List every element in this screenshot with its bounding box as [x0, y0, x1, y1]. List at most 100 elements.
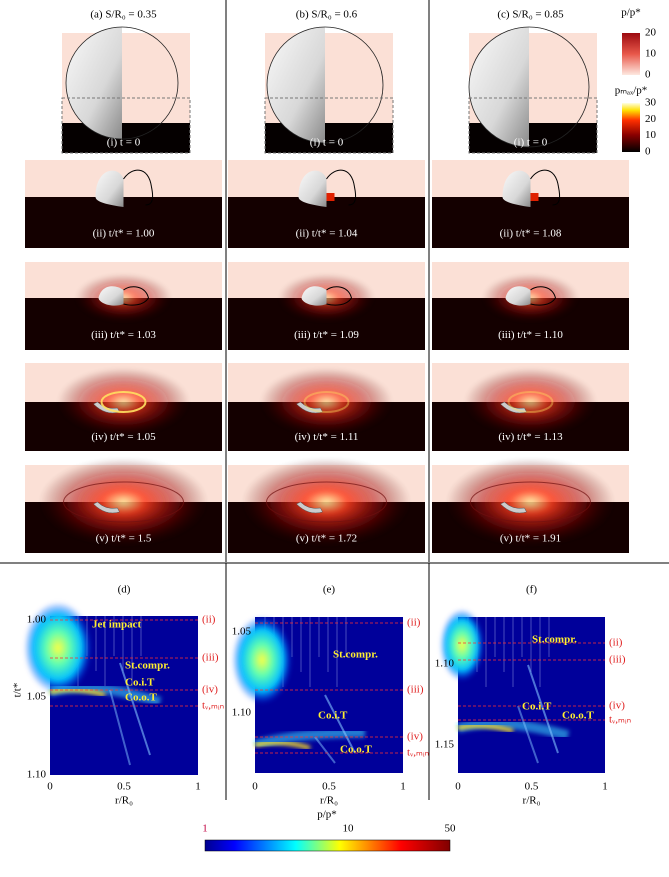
pressure-wave: [470, 481, 591, 523]
bubble-fragment: [93, 501, 120, 514]
frame-label: (ii) t/t* = 1.04: [296, 227, 358, 239]
heatmap-ridge: [324, 694, 356, 754]
bubble-outline: [266, 26, 384, 144]
bubble: [469, 27, 529, 147]
time-marker-label: (ii): [202, 614, 216, 626]
heatmap-blob: [440, 609, 484, 681]
frame-label: (v) t/t* = 1.5: [96, 532, 152, 544]
pressure-wave: [266, 481, 387, 523]
bubble-outline: [468, 26, 590, 148]
annotation: Jet impact: [92, 619, 142, 631]
x-axis-label: r/R₀: [523, 795, 541, 807]
heatmap-blob: [24, 602, 92, 694]
heatmap-blob: [232, 616, 292, 704]
heatmap-ridge: [119, 662, 151, 756]
column-title: (c) S/R₀ = 0.85: [497, 9, 564, 21]
heatmap-band: [254, 740, 311, 750]
x-tick-label: 0.5: [322, 781, 336, 793]
colorbar: [622, 103, 640, 152]
heatmap-ridge: [109, 689, 131, 766]
colorbar-tick-label: 10: [343, 823, 355, 835]
y-tick-label: 1.15: [435, 739, 455, 751]
annotation: Co.i.T: [318, 710, 348, 722]
bubble-outline: [530, 286, 557, 306]
pressure-ring: [507, 391, 554, 413]
y-tick-label: 1.05: [27, 691, 47, 703]
frame-label: (iii) t/t* = 1.09: [294, 329, 359, 341]
x-tick-label: 0.5: [117, 781, 131, 793]
annotation: Co.i.T: [522, 701, 552, 713]
heatmap: [232, 616, 403, 773]
pressure-glow: [464, 368, 597, 436]
heatmap: [24, 602, 198, 775]
pressure-ring: [303, 391, 350, 413]
bubble: [66, 27, 122, 139]
zoom-box: [61, 97, 191, 154]
colorbar-tick-label: 30: [645, 97, 657, 109]
bubble: [502, 170, 531, 207]
bubble-outline: [326, 169, 357, 206]
frame-label: (iii) t/t* = 1.10: [498, 329, 563, 341]
x-axis-label: r/R₀: [320, 795, 338, 807]
y-tick-label: 1.00: [27, 614, 47, 626]
frame-label: (v) t/t* = 1.72: [296, 532, 357, 544]
pressure-spot: [326, 193, 335, 201]
plot-title: (d): [118, 584, 131, 596]
bubble: [505, 286, 531, 306]
colorbar-tick-label: 20: [645, 113, 657, 125]
time-marker-label: tᵥ,ₘᵢₙ: [202, 700, 224, 712]
plot-title: (e): [323, 584, 336, 596]
bubble: [301, 286, 327, 306]
frame-label: (iv) t/t* = 1.13: [498, 431, 563, 443]
heatmap-ridge: [527, 664, 559, 754]
frame-label: (iv) t/t* = 1.05: [91, 431, 156, 443]
frame-label: (iii) t/t* = 1.03: [91, 329, 156, 341]
annotation: Co.o.T: [562, 710, 594, 722]
bubble-outline: [65, 26, 179, 140]
annotation: St.compr.: [532, 634, 577, 646]
colorbar-tick-label: 0: [645, 146, 651, 158]
time-marker-label: (iv): [609, 700, 625, 712]
colorbar: [204, 839, 451, 852]
colorbar-label: p/p*: [621, 7, 641, 19]
y-tick-label: 1.05: [232, 626, 252, 638]
column-title: (a) S/R₀ = 0.35: [90, 9, 157, 21]
annotation: Co.o.T: [125, 692, 157, 704]
x-tick-label: 1: [400, 781, 406, 793]
pressure-glow: [39, 458, 208, 546]
frame-wall: [62, 123, 190, 153]
colorbar-tick-label: 20: [645, 27, 657, 39]
colorbar: [622, 33, 640, 75]
time-marker-label: (ii): [407, 617, 421, 629]
column-title: (b) S/R₀ = 0.6: [296, 9, 358, 21]
x-tick-label: 0: [455, 781, 461, 793]
x-tick-label: 0: [252, 781, 258, 793]
bubble: [95, 170, 124, 207]
plot-title: (f): [526, 584, 537, 596]
heatmap-ridge: [517, 705, 539, 764]
pressure-glow: [242, 458, 411, 546]
y-tick-label: 1.10: [27, 769, 47, 781]
heatmap-band: [457, 723, 514, 733]
annotation: Co.o.T: [340, 744, 372, 756]
time-marker-label: (iii): [202, 652, 219, 664]
pressure-glow: [446, 458, 615, 546]
bubble: [298, 170, 327, 207]
x-axis-label: r/R₀: [115, 795, 133, 807]
heatmap: [440, 609, 605, 773]
pressure-glow: [260, 368, 393, 436]
zoom-box: [468, 97, 598, 154]
bubble-outline: [326, 286, 353, 306]
colorbar-label: pₘₐₓ/p*: [615, 85, 648, 97]
time-marker-label: (ii): [609, 637, 623, 649]
time-marker-label: tᵥ,ₘᵢₙ: [609, 714, 631, 726]
frame-label: (ii) t/t* = 1.00: [93, 227, 155, 239]
frame-label: (iv) t/t* = 1.11: [295, 431, 359, 443]
pressure-ring: [100, 391, 147, 413]
colorbar-tick-label: 1: [202, 823, 208, 835]
bubble-fragment: [296, 501, 323, 514]
colorbar-tick-label: 10: [645, 129, 657, 141]
time-marker-label: (iv): [407, 731, 423, 743]
